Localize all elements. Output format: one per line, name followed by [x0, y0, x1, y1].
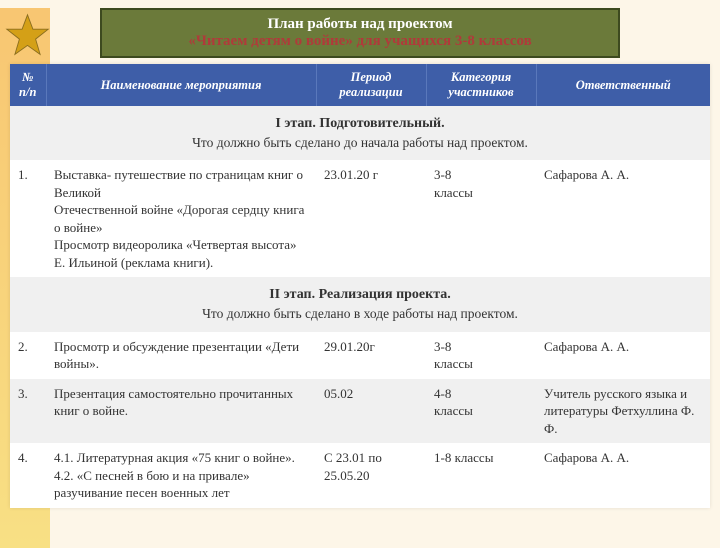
- cell-responsible: Сафарова А. А.: [536, 443, 710, 508]
- stage-2-title: II этап. Реализация проекта.: [269, 287, 451, 302]
- col-header-responsible: Ответственный: [536, 64, 710, 106]
- cell-category: 4-8классы: [426, 379, 536, 444]
- stage-1-sub: Что должно быть сделано до начала работы…: [192, 135, 528, 150]
- table-row: 2. Просмотр и обсуждение презентации «Де…: [10, 332, 710, 379]
- table-row: 3. Презентация самостоятельно прочитанны…: [10, 379, 710, 444]
- page-subtitle: «Читаем детям о войне» для учащихся 3-8 …: [116, 33, 604, 50]
- table-row: 1. Выставка- путешествие по страницам кн…: [10, 160, 710, 277]
- col-header-period: Период реализации: [316, 64, 426, 106]
- table-header-row: № п/п Наименование мероприятия Период ре…: [10, 64, 710, 106]
- cell-num: 1.: [10, 160, 46, 277]
- cell-responsible: Сафарова А. А.: [536, 332, 710, 379]
- stage-1-title: I этап. Подготовительный.: [275, 116, 444, 131]
- table-row: 4. 4.1. Литературная акция «75 книг о во…: [10, 443, 710, 508]
- star-decoration: [5, 13, 50, 58]
- cell-period: 05.02: [316, 379, 426, 444]
- cell-category: 1-8 классы: [426, 443, 536, 508]
- cell-category: 3-8 классы: [426, 160, 536, 277]
- cell-period: С 23.01 по 25.05.20: [316, 443, 426, 508]
- cell-name: Презентация самостоятельно прочитанных к…: [46, 379, 316, 444]
- cell-name: Выставка- путешествие по страницам книг …: [46, 160, 316, 277]
- cell-period: 29.01.20г: [316, 332, 426, 379]
- cell-num: 4.: [10, 443, 46, 508]
- title-panel: План работы над проектом «Читаем детям о…: [100, 8, 620, 58]
- cell-period: 23.01.20 г: [316, 160, 426, 277]
- cell-responsible: Сафарова А. А.: [536, 160, 710, 277]
- cell-responsible: Учитель русского языка и литературы Фетх…: [536, 379, 710, 444]
- plan-table-wrap: № п/п Наименование мероприятия Период ре…: [10, 64, 710, 508]
- cell-category: 3-8классы: [426, 332, 536, 379]
- stage-1-row: I этап. Подготовительный. Что должно быт…: [10, 106, 710, 160]
- cell-num: 2.: [10, 332, 46, 379]
- cell-name: Просмотр и обсуждение презентации «Дети …: [46, 332, 316, 379]
- cell-num: 3.: [10, 379, 46, 444]
- cell-name: 4.1. Литературная акция «75 книг о войне…: [46, 443, 316, 508]
- stage-2-sub: Что должно быть сделано в ходе работы на…: [202, 306, 518, 321]
- col-header-category: Категория участников: [426, 64, 536, 106]
- col-header-name: Наименование мероприятия: [46, 64, 316, 106]
- col-header-num: № п/п: [10, 64, 46, 106]
- plan-table: № п/п Наименование мероприятия Период ре…: [10, 64, 710, 508]
- page-title: План работы над проектом: [116, 16, 604, 33]
- stage-2-row: II этап. Реализация проекта. Что должно …: [10, 277, 710, 331]
